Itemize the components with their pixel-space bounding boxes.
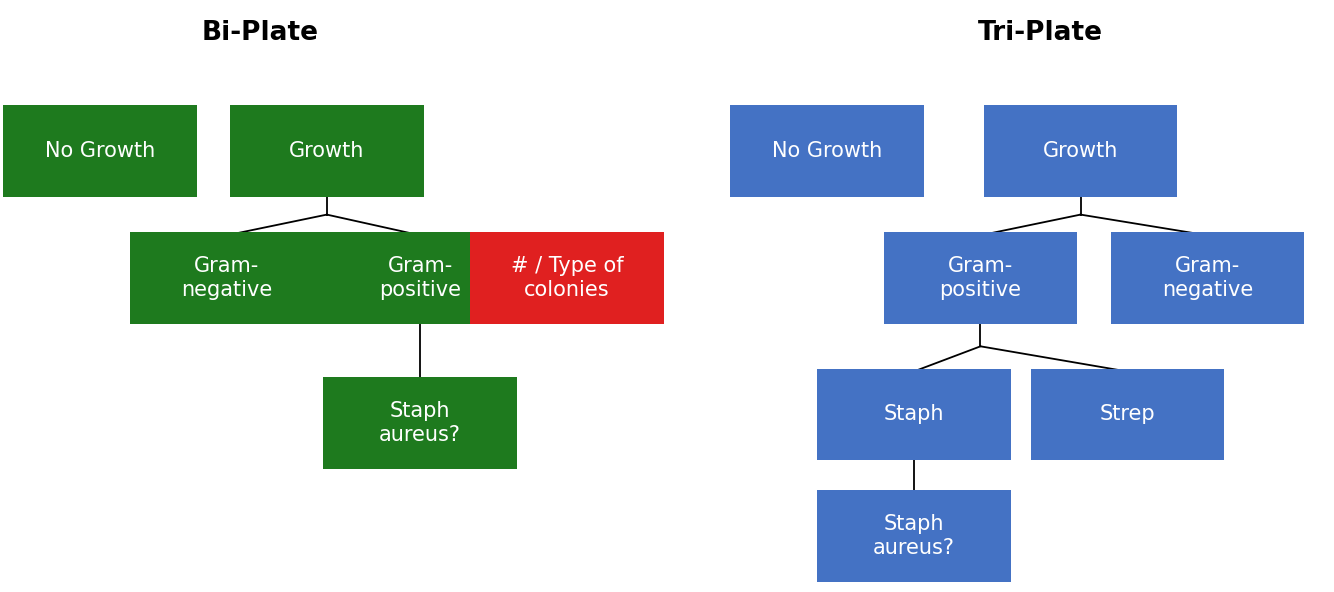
Text: Bi-Plate: Bi-Plate bbox=[201, 20, 319, 46]
FancyBboxPatch shape bbox=[323, 232, 518, 324]
Text: Staph: Staph bbox=[883, 404, 944, 424]
Text: Gram-
positive: Gram- positive bbox=[939, 256, 1022, 300]
Text: Growth: Growth bbox=[289, 141, 364, 161]
FancyBboxPatch shape bbox=[470, 232, 663, 324]
FancyBboxPatch shape bbox=[883, 232, 1077, 324]
FancyBboxPatch shape bbox=[323, 378, 518, 469]
Text: No Growth: No Growth bbox=[772, 141, 882, 161]
FancyBboxPatch shape bbox=[816, 368, 1011, 461]
Text: Gram-
positive: Gram- positive bbox=[379, 256, 462, 300]
FancyBboxPatch shape bbox=[129, 232, 323, 324]
Text: Gram-
negative: Gram- negative bbox=[181, 256, 272, 300]
FancyBboxPatch shape bbox=[1030, 368, 1223, 461]
Text: Strep: Strep bbox=[1099, 404, 1155, 424]
Text: Gram-
negative: Gram- negative bbox=[1162, 256, 1253, 300]
FancyBboxPatch shape bbox=[731, 105, 923, 197]
Text: Growth: Growth bbox=[1043, 141, 1118, 161]
FancyBboxPatch shape bbox=[984, 105, 1178, 197]
Text: Staph
aureus?: Staph aureus? bbox=[379, 401, 462, 445]
Text: Tri-Plate: Tri-Plate bbox=[978, 20, 1103, 46]
Text: No Growth: No Growth bbox=[45, 141, 155, 161]
Text: # / Type of
colonies: # / Type of colonies bbox=[511, 256, 623, 300]
FancyBboxPatch shape bbox=[229, 105, 424, 197]
FancyBboxPatch shape bbox=[816, 490, 1011, 581]
Text: Staph
aureus?: Staph aureus? bbox=[872, 514, 955, 558]
FancyBboxPatch shape bbox=[1110, 232, 1305, 324]
FancyBboxPatch shape bbox=[3, 105, 197, 197]
